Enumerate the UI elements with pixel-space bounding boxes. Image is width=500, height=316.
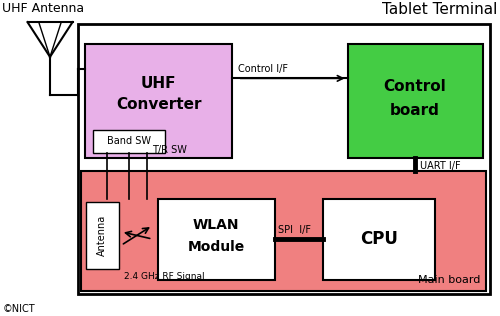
Bar — [81, 171, 486, 291]
Bar — [158, 199, 275, 280]
Text: UHF: UHF — [141, 76, 176, 91]
Text: SPI  I/F: SPI I/F — [278, 225, 310, 234]
Text: WLAN: WLAN — [193, 218, 240, 232]
Text: ©NICT: ©NICT — [2, 304, 35, 314]
Bar — [85, 44, 233, 158]
Bar — [322, 199, 435, 280]
Text: Tablet Terminal: Tablet Terminal — [382, 2, 498, 16]
Text: 2.4 GHz RF Signal: 2.4 GHz RF Signal — [124, 272, 204, 281]
Text: CPU: CPU — [360, 230, 398, 248]
Text: Converter: Converter — [116, 97, 202, 112]
Text: Antenna: Antenna — [97, 215, 107, 256]
Text: Main board: Main board — [418, 275, 480, 285]
Text: board: board — [390, 103, 440, 118]
Bar — [348, 44, 482, 158]
Text: Control I/F: Control I/F — [238, 64, 288, 74]
Text: T/R SW: T/R SW — [152, 145, 186, 155]
Text: Control: Control — [384, 79, 446, 94]
Text: Band SW: Band SW — [107, 137, 151, 146]
Text: UHF Antenna: UHF Antenna — [2, 2, 84, 15]
Text: UART I/F: UART I/F — [420, 161, 461, 171]
Bar — [92, 130, 165, 153]
Bar — [78, 24, 490, 294]
Text: Module: Module — [188, 240, 245, 254]
Bar — [86, 202, 118, 269]
